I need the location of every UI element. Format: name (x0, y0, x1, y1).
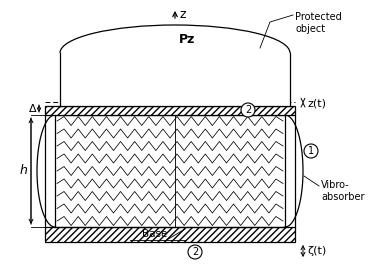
Polygon shape (60, 25, 290, 106)
Bar (45, 106, 295, 115)
Bar (45, 227, 295, 242)
Text: 1: 1 (308, 146, 314, 156)
Text: 2: 2 (192, 247, 198, 257)
Text: Base: Base (142, 229, 168, 239)
Bar (55, 115, 285, 227)
Bar (45, 227, 295, 242)
Circle shape (188, 245, 202, 259)
Bar (45, 106, 295, 115)
Text: Pz: Pz (179, 33, 195, 46)
Circle shape (241, 103, 255, 117)
Text: 2: 2 (245, 105, 251, 115)
Polygon shape (285, 115, 303, 227)
Text: Protected
object: Protected object (295, 12, 342, 33)
Polygon shape (37, 115, 55, 227)
Text: z(t): z(t) (307, 99, 326, 109)
Text: Vibro-
absorber: Vibro- absorber (321, 180, 364, 202)
Text: z: z (179, 8, 185, 21)
Text: h: h (19, 164, 27, 177)
Circle shape (304, 144, 318, 158)
Text: ζ(t): ζ(t) (307, 246, 326, 256)
Text: Δ: Δ (29, 103, 37, 113)
